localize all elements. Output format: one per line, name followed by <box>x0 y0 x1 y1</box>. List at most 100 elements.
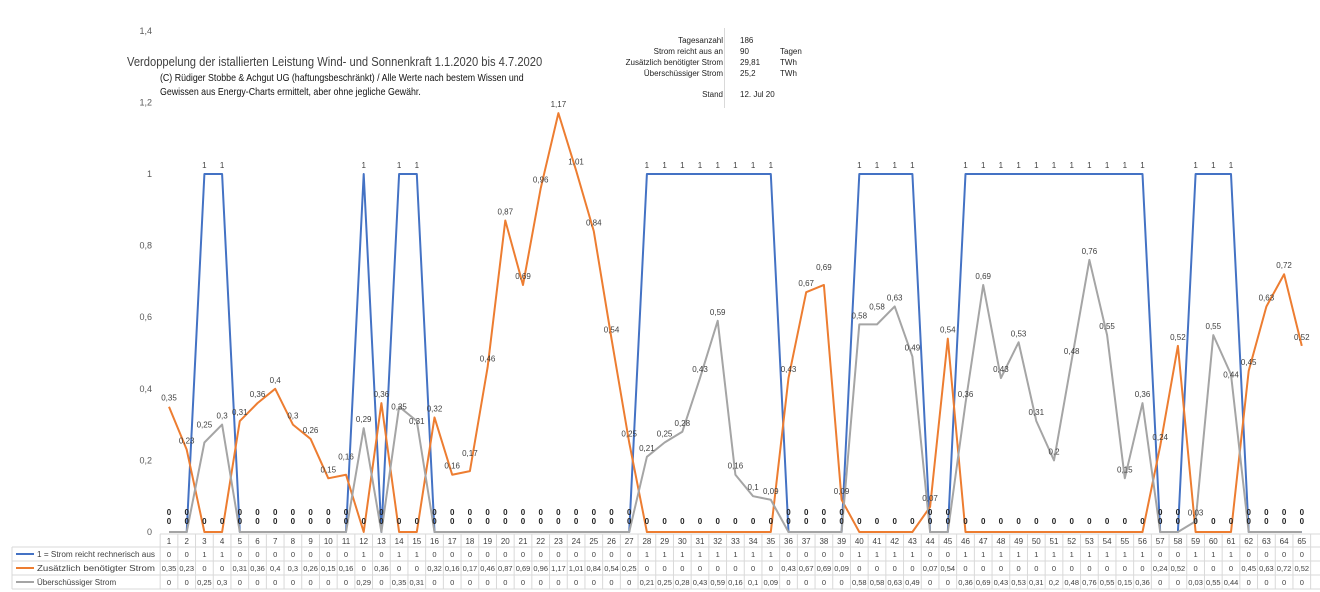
table-cell: 0 <box>680 564 684 573</box>
data-label: 0 <box>1016 517 1021 526</box>
data-label: 1 <box>1052 161 1057 170</box>
table-cell: 0,49 <box>905 578 920 587</box>
x-tick-label: 18 <box>465 537 474 546</box>
x-tick-label: 58 <box>1173 537 1182 546</box>
data-label: 0 <box>1300 517 1305 526</box>
data-label: 0,63 <box>1259 293 1275 302</box>
data-label: 0 <box>627 517 632 526</box>
data-label: 0,55 <box>1206 322 1222 331</box>
table-cell: 0 <box>1194 564 1198 573</box>
data-label: 0,52 <box>1294 333 1310 342</box>
data-label: 0 <box>592 508 597 517</box>
table-cell: 0,4 <box>270 564 280 573</box>
table-cell: 0 <box>999 564 1003 573</box>
x-tick-label: 5 <box>238 537 243 546</box>
data-label: 0 <box>361 517 366 526</box>
x-tick-label: 65 <box>1297 537 1306 546</box>
data-label: 0 <box>822 508 827 517</box>
info-row-surplus: Überschüssiger Strom 25,2 TWh <box>643 69 797 78</box>
table-cell: 0 <box>291 550 295 559</box>
table-cell: 0,31 <box>1029 578 1044 587</box>
data-label: 0 <box>609 508 614 517</box>
table-cell: 0 <box>415 564 419 573</box>
table-cell: 1 <box>698 550 702 559</box>
table-cell: 1 <box>220 550 224 559</box>
data-label: 0 <box>804 508 809 517</box>
table-cell: 0 <box>609 550 613 559</box>
table-cell: 0 <box>539 550 543 559</box>
table-cell: 1 <box>769 550 773 559</box>
data-label: 1 <box>220 161 225 170</box>
x-tick-label: 49 <box>1014 537 1023 546</box>
table-cell: 1 <box>999 550 1003 559</box>
data-label: 0 <box>273 508 278 517</box>
data-label: 1 <box>645 161 650 170</box>
table-cell: 0,53 <box>1011 578 1026 587</box>
table-cell: 0 <box>716 564 720 573</box>
data-label: 0,28 <box>675 419 691 428</box>
table-cell: 0 <box>1247 550 1251 559</box>
data-label: 0,43 <box>781 365 797 374</box>
info-row-additional: Zusätzlich benötigter Strom 29,81 TWh <box>625 58 797 67</box>
data-label: 0,52 <box>1170 333 1186 342</box>
x-tick-label: 60 <box>1209 537 1218 546</box>
data-label: 1 <box>680 161 685 170</box>
data-label: 0 <box>291 508 296 517</box>
data-label: 0 <box>538 517 543 526</box>
data-label: 0,15 <box>321 465 337 474</box>
data-label: 0,35 <box>161 394 177 403</box>
table-cell: 0 <box>432 578 436 587</box>
x-tick-label: 28 <box>642 537 651 546</box>
data-label: 1 <box>999 161 1004 170</box>
data-label: 1 <box>662 161 667 170</box>
table-cell: 0 <box>840 578 844 587</box>
table-cell: 1 <box>362 550 366 559</box>
data-label: 0,69 <box>515 272 531 281</box>
legend-label: Überschüssiger Strom <box>37 578 116 587</box>
x-tick-label: 59 <box>1191 537 1200 546</box>
data-label: 0 <box>184 517 189 526</box>
table-cell: 0,09 <box>834 564 849 573</box>
table-cell: 1 <box>1123 550 1127 559</box>
table-cell: 0,43 <box>781 564 796 573</box>
data-label: 0 <box>521 517 526 526</box>
table-cell: 0,36 <box>250 564 265 573</box>
y-tick-label: 0 <box>147 527 152 537</box>
table-cell: 0 <box>450 578 454 587</box>
table-cell: 0,16 <box>339 564 354 573</box>
table-cell: 0,15 <box>321 564 336 573</box>
data-label: 0 <box>1264 517 1269 526</box>
data-label: 0 <box>1246 517 1251 526</box>
x-tick-label: 45 <box>943 537 952 546</box>
data-label: 1 <box>715 161 720 170</box>
table-cell: 0 <box>786 550 790 559</box>
table-cell: 0 <box>539 578 543 587</box>
data-label: 0 <box>220 517 225 526</box>
data-label: 0 <box>468 508 473 517</box>
x-tick-label: 6 <box>255 537 260 546</box>
table-cell: 0,72 <box>1277 564 1292 573</box>
table-cell: 0,54 <box>940 564 955 573</box>
data-label: 0,87 <box>498 208 514 217</box>
table-cell: 0 <box>1300 578 1304 587</box>
table-cell: 0,63 <box>1259 564 1274 573</box>
data-label: 0 <box>238 517 243 526</box>
data-label: 1 <box>202 161 207 170</box>
table-cell: 0,35 <box>392 578 407 587</box>
data-label: 0 <box>1176 508 1181 517</box>
table-cell: 0 <box>503 578 507 587</box>
x-tick-label: 31 <box>696 537 705 546</box>
table-cell: 0,25 <box>657 578 672 587</box>
data-label: 0 <box>450 508 455 517</box>
table-cell: 0,25 <box>622 564 637 573</box>
x-tick-label: 44 <box>926 537 935 546</box>
table-cell: 0,26 <box>303 564 318 573</box>
table-cell: 0 <box>362 564 366 573</box>
table-cell: 1 <box>645 550 649 559</box>
data-label: 0 <box>786 517 791 526</box>
data-label: 0,3 <box>287 412 299 421</box>
table-cell: 0,96 <box>533 564 548 573</box>
table-cell: 0,52 <box>1171 564 1186 573</box>
table-cell: 0 <box>309 550 313 559</box>
data-label: 1 <box>1140 161 1145 170</box>
